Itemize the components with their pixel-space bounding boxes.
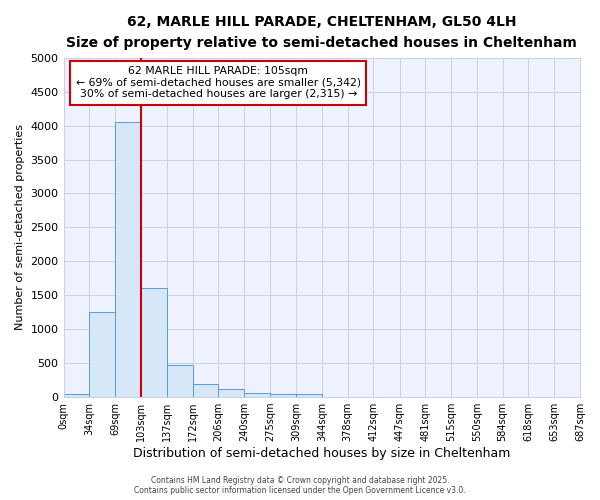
Bar <box>89 312 115 397</box>
Bar <box>244 393 270 397</box>
Title: 62, MARLE HILL PARADE, CHELTENHAM, GL50 4LH
Size of property relative to semi-de: 62, MARLE HILL PARADE, CHELTENHAM, GL50 … <box>67 15 577 50</box>
Bar <box>115 122 141 397</box>
Bar <box>193 384 218 397</box>
Bar <box>141 288 167 397</box>
Text: Contains HM Land Registry data © Crown copyright and database right 2025.
Contai: Contains HM Land Registry data © Crown c… <box>134 476 466 495</box>
Bar <box>296 394 322 397</box>
X-axis label: Distribution of semi-detached houses by size in Cheltenham: Distribution of semi-detached houses by … <box>133 447 511 460</box>
Y-axis label: Number of semi-detached properties: Number of semi-detached properties <box>15 124 25 330</box>
Bar <box>218 390 244 397</box>
Bar <box>167 364 193 397</box>
Bar <box>64 394 89 397</box>
Bar <box>270 394 296 397</box>
Text: 62 MARLE HILL PARADE: 105sqm
← 69% of semi-detached houses are smaller (5,342)
3: 62 MARLE HILL PARADE: 105sqm ← 69% of se… <box>76 66 361 100</box>
